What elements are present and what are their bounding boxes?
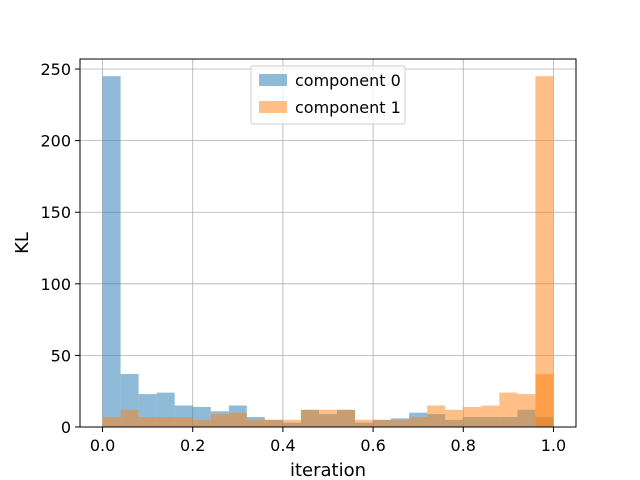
bar-component-0 <box>102 76 121 428</box>
y-tick-label: 150 <box>40 203 71 222</box>
bar-component-1 <box>138 416 157 427</box>
x-tick-label: 0.8 <box>451 436 476 455</box>
bar-component-1 <box>373 419 392 427</box>
bar-component-1 <box>318 409 338 427</box>
bar-component-1 <box>535 76 554 428</box>
bar-component-1 <box>210 414 229 427</box>
bar-component-1 <box>391 419 410 427</box>
plot-frame <box>79 58 577 428</box>
legend-label-component-0: component 0 <box>295 71 401 90</box>
bar-component-1 <box>427 405 446 427</box>
bar-component-1 <box>481 405 500 427</box>
x-axis-label: iteration <box>290 460 366 480</box>
legend-swatch-component-1 <box>259 101 287 113</box>
bar-component-1 <box>517 394 536 427</box>
legend-label-component-1: component 1 <box>295 98 401 117</box>
legend: component 0 component 1 <box>250 65 406 125</box>
bar-component-1 <box>337 409 356 427</box>
bar-component-1 <box>282 419 301 427</box>
bar-component-1 <box>264 419 283 427</box>
bar-component-1 <box>156 416 175 427</box>
axis-ticks: 0.0 0.2 0.4 0.6 0.8 1.0 0 50 100 150 200 250 <box>40 60 566 455</box>
bar-component-1 <box>445 409 464 427</box>
bar-component-1 <box>246 419 265 427</box>
bar-component-1 <box>409 416 428 427</box>
x-tick-label: 0.6 <box>360 436 385 455</box>
x-tick-label: 0.2 <box>180 436 205 455</box>
x-tick-label: 0.0 <box>90 436 115 455</box>
x-tick-label: 1.0 <box>541 436 566 455</box>
bar-component-1 <box>102 416 121 427</box>
bar-component-1 <box>174 416 193 427</box>
y-tick-label: 200 <box>40 132 71 151</box>
bar-component-1 <box>192 419 211 427</box>
x-tick-label: 0.4 <box>270 436 295 455</box>
bar-component-1 <box>300 409 319 427</box>
y-axis-label: KL <box>12 232 33 254</box>
legend-swatch-component-0 <box>259 74 287 86</box>
legend-box <box>250 65 406 125</box>
y-tick-label: 100 <box>40 275 71 294</box>
histogram-bars <box>102 76 554 428</box>
y-tick-label: 250 <box>40 60 71 79</box>
bar-component-1 <box>120 409 139 427</box>
bar-component-1 <box>499 392 518 427</box>
y-tick-label: 0 <box>61 418 71 437</box>
bar-component-1 <box>228 412 247 427</box>
y-tick-label: 50 <box>51 346 71 365</box>
bar-component-1 <box>355 419 374 427</box>
bar-component-1 <box>463 406 482 427</box>
